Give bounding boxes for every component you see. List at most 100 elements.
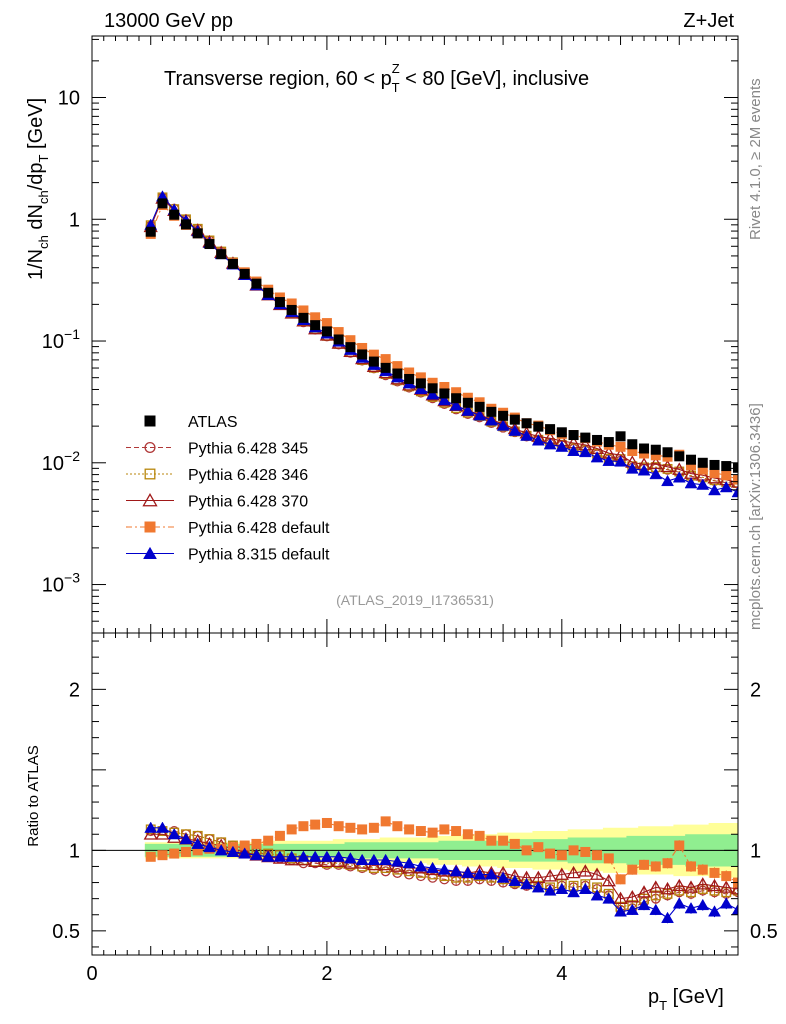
y-tick-label: 10−2: [42, 448, 80, 475]
ratio-point-pythia-6-428-default: [615, 874, 626, 885]
x-label-p: p: [648, 986, 659, 1008]
ratio-y-tick-label-right: 1: [750, 840, 761, 862]
point-atlas: [662, 447, 673, 458]
ratio-point-pythia-6-428-370: [613, 891, 628, 905]
point-atlas: [357, 349, 368, 360]
y-tick-exponent: −1: [64, 326, 80, 342]
point-pythia-8-315-default: [531, 434, 545, 446]
point-pythia-6-428-default: [286, 298, 297, 309]
point-pythia-6-428-default: [321, 318, 332, 329]
ratio-point-pythia-8-315-default: [672, 897, 686, 909]
point-atlas: [345, 342, 356, 353]
point-pythia-6-428-default: [427, 377, 438, 388]
ratio-point-pythia-8-315-default: [250, 848, 263, 861]
point-atlas: [709, 459, 720, 470]
point-pythia-6-428-370: [660, 459, 675, 473]
point-atlas: [321, 326, 332, 337]
ratio-point-pythia-6-428-370: [554, 867, 569, 880]
point-atlas: [568, 430, 579, 441]
ratio-point-pythia-6-428-default: [357, 824, 368, 835]
ratio-point-pythia-6-428-370: [719, 880, 734, 893]
ratio-point-pythia-6-428-default: [580, 846, 591, 857]
y-tick-exponent: −2: [64, 448, 80, 464]
x-label-subscript: T: [659, 998, 667, 1013]
point-atlas: [180, 219, 191, 230]
main-panel-data: [143, 190, 738, 498]
ratio-point-pythia-6-428-default: [274, 830, 285, 841]
ratio-point-pythia-6-428-370: [672, 878, 687, 892]
ratio-point-pythia-8-315-default: [226, 845, 240, 857]
ratio-point-pythia-6-428-default: [345, 822, 356, 833]
y-label-sub-3: T: [36, 154, 51, 162]
ratio-point-pythia-8-315-default: [531, 881, 545, 893]
point-atlas: [427, 383, 438, 394]
point-atlas: [227, 258, 238, 269]
ratio-point-pythia-6-428-default: [639, 859, 650, 870]
ratio-panel-data: [92, 816, 738, 924]
point-pythia-6-428-default: [368, 349, 379, 360]
point-atlas: [486, 406, 497, 417]
ratio-series-pythia-6-428-default: [145, 816, 738, 889]
ratio-point-pythia-6-428-default: [474, 830, 485, 841]
point-atlas: [169, 209, 180, 220]
ratio-point-pythia-8-315-default: [520, 877, 534, 890]
ratio-point-pythia-8-315-default: [625, 903, 639, 915]
x-tick-label: 2: [321, 963, 332, 985]
ratio-point-pythia-6-428-default: [697, 864, 708, 875]
point-pythia-8-315-default: [461, 404, 475, 416]
legend-marker: [143, 546, 157, 559]
point-atlas: [145, 226, 156, 237]
point-atlas: [697, 457, 708, 468]
point-atlas: [204, 239, 215, 250]
point-atlas: [286, 304, 297, 315]
ratio-point-pythia-6-428-default: [192, 845, 203, 856]
ratio-point-pythia-6-428-default: [556, 850, 567, 861]
point-pythia-8-315-default: [731, 485, 738, 498]
point-atlas: [627, 439, 638, 450]
point-atlas: [615, 431, 626, 442]
ratio-point-pythia-6-428-370: [648, 880, 663, 893]
ratio-point-pythia-8-315-default: [602, 892, 616, 904]
point-pythia-8-315-default: [625, 462, 639, 474]
ratio-point-pythia-6-428-default: [321, 817, 332, 828]
chart-title-subscript: T: [392, 80, 400, 95]
y-tick-label: 10: [58, 88, 80, 110]
ratio-point-pythia-8-315-default: [696, 898, 710, 911]
ratio-point-pythia-8-315-default: [308, 850, 322, 862]
ratio-point-pythia-8-315-default: [214, 844, 228, 856]
point-atlas: [157, 198, 168, 209]
y-tick-base: 10: [42, 575, 64, 597]
point-pythia-6-428-default: [345, 335, 356, 346]
point-atlas: [263, 287, 274, 298]
chart-title-part-b: < 80 [GeV], inclusive: [400, 68, 590, 90]
point-pythia-6-428-default: [404, 367, 415, 378]
point-pythia-8-315-default: [484, 414, 498, 426]
point-pythia-6-428-default: [615, 441, 626, 452]
point-atlas: [404, 373, 415, 384]
ratio-point-pythia-8-315-default: [473, 868, 487, 880]
y-tick-label: 10−1: [42, 326, 80, 353]
point-pythia-6-428-default: [733, 474, 738, 485]
ratio-point-pythia-6-428-370: [636, 885, 652, 898]
ratio-point-pythia-6-428-default: [251, 838, 262, 849]
legend-label: Pythia 6.428 345: [188, 441, 308, 458]
ratio-point-pythia-8-315-default: [238, 847, 252, 859]
ratio-panel-axes: 0 2 4 0.5 0.5 1 1 2 2: [52, 633, 778, 985]
legend-marker: [144, 415, 156, 427]
ratio-point-pythia-8-315-default: [637, 898, 651, 911]
y-tick-exponent: −3: [64, 570, 80, 586]
ratio-point-pythia-6-428-default: [674, 840, 685, 851]
legend-label: Pythia 6.428 370: [188, 494, 308, 511]
point-pythia-8-315-default: [684, 477, 698, 489]
ratio-point-pythia-8-315-default: [590, 889, 604, 901]
point-pythia-6-428-default: [650, 450, 661, 461]
ratio-point-pythia-6-428-370: [578, 864, 593, 877]
ratio-point-pythia-8-315-default: [343, 852, 357, 864]
ratio-point-pythia-6-428-370: [683, 880, 699, 893]
ratio-point-pythia-6-428-default: [650, 861, 661, 872]
point-pythia-6-428-default: [310, 312, 321, 323]
ratio-point-pythia-6-428-default: [662, 858, 673, 869]
ratio-point-pythia-6-428-370: [589, 867, 605, 880]
ratio-point-pythia-8-315-default: [203, 840, 216, 853]
